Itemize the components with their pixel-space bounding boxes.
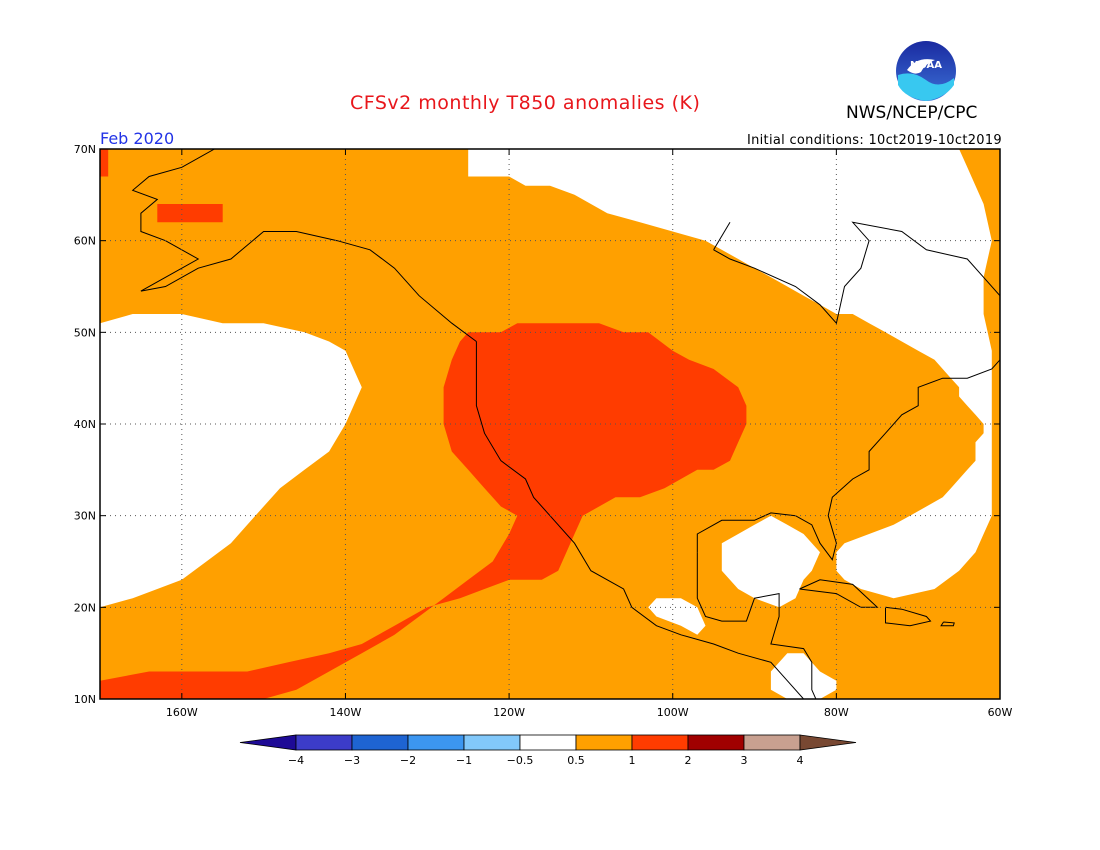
lat-tick-label: 10N	[74, 693, 96, 706]
lon-tick-label: 120W	[493, 706, 525, 719]
forecast-month: Feb 2020	[100, 129, 175, 148]
coastline-segment	[140, 231, 477, 342]
colorbar-label: −3	[344, 754, 360, 767]
lat-tick-label: 40N	[74, 418, 96, 431]
coastline-segment	[696, 552, 817, 699]
lat-tick-label: 20N	[74, 601, 96, 614]
colorbar-bin	[743, 734, 801, 751]
colorbar-label: 4	[797, 754, 804, 767]
lon-tick-label: 80W	[824, 706, 849, 719]
neutral-region-gulf-mexico	[721, 515, 820, 608]
coastline-segment	[799, 579, 879, 608]
colorbar-bin	[631, 734, 689, 751]
colorbar-bin	[351, 734, 409, 751]
strong-anomaly-western-us	[100, 323, 747, 699]
colorbar-bin	[519, 734, 577, 751]
lat-tick-label: 50N	[74, 326, 96, 339]
colorbar-bin	[463, 734, 521, 751]
colorbar-label: 0.5	[567, 754, 585, 767]
neutral-region-north-pacific	[100, 314, 362, 608]
coastline-segment	[131, 149, 215, 292]
logo-text: NOAA	[910, 60, 942, 71]
lon-tick-label: 160W	[166, 706, 198, 719]
coastline-segment	[940, 621, 955, 627]
colorbar-label: −0.5	[507, 754, 534, 767]
colorbar-max-arrow	[799, 734, 857, 751]
noaa-logo-graphic: NOAA	[896, 41, 956, 101]
neutral-region-arctic-canada	[468, 149, 992, 599]
neutral-region-central-america-gap	[770, 653, 837, 699]
lon-tick-label: 140W	[330, 706, 362, 719]
axis-ticks: 10N 20N 30N 40N 50N 60N 70N 160W 140W 120W 100W 80W…	[74, 143, 1013, 719]
colorbar-label: −2	[400, 754, 416, 767]
lat-lon-grid	[100, 149, 1000, 699]
coastline-segment	[713, 222, 731, 251]
colorbar-bin	[407, 734, 465, 751]
coastline-segment	[475, 341, 805, 699]
lat-tick-label: 70N	[74, 143, 96, 156]
colorbar-min-arrow	[239, 734, 297, 751]
coastline-segment	[713, 221, 1000, 325]
colorbar-label: 1	[629, 754, 636, 767]
lon-tick-label: 60W	[988, 706, 1013, 719]
colorbar-label: 3	[741, 754, 748, 767]
color-legend: −4 −3 −2 −1 −0.5 0.5 1 2 3 4	[239, 734, 857, 767]
noaa-logo: NOAA	[895, 40, 957, 102]
lat-tick-label: 60N	[74, 235, 96, 248]
lon-tick-label: 100W	[657, 706, 689, 719]
figure-title: CFSv2 monthly T850 anomalies (K)	[350, 92, 701, 114]
lat-tick-label: 30N	[74, 510, 96, 523]
weak-anomaly-pacific-pocket	[443, 497, 452, 516]
colorbar-bin	[687, 734, 745, 751]
agency-label: NWS/NCEP/CPC	[846, 103, 978, 123]
initial-conditions: Initial conditions: 10ct2019-10ct2019	[746, 133, 1002, 148]
anomaly-field	[100, 149, 1000, 699]
colorbar-bin	[575, 734, 633, 751]
colorbar-label: −1	[456, 754, 472, 767]
strong-anomaly-alaska-strong	[157, 204, 223, 223]
coastline-segment	[885, 606, 932, 627]
colorbar-label: −4	[288, 754, 304, 767]
colorbar-bin	[295, 734, 353, 751]
neutral-region-mexico-gap	[648, 598, 706, 635]
colorbar-label: 2	[685, 754, 692, 767]
strong-anomaly-greenland-edge	[100, 149, 109, 177]
